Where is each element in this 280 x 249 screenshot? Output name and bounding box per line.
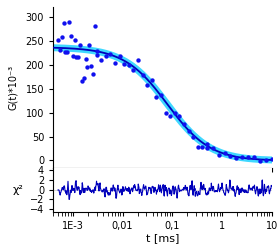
Point (61, 21, 66, 25)
Point (159, 93, 163, 97)
X-axis label: t [ms]: t [ms] (146, 234, 179, 244)
Point (228, 154, 233, 158)
Point (168, 114, 172, 118)
Point (163, 111, 168, 115)
Point (108, 52, 113, 56)
Point (72, 38, 77, 42)
Point (240, 155, 244, 159)
Point (94, 49, 99, 53)
Point (195, 145, 200, 149)
Point (76, 55, 80, 59)
Point (177, 114, 182, 118)
Point (117, 54, 122, 58)
Point (56, 38, 60, 42)
Point (258, 159, 262, 163)
Point (113, 61, 117, 65)
Point (246, 155, 250, 159)
Point (127, 63, 131, 67)
Y-axis label: G(t)*10⁻³: G(t)*10⁻³ (8, 65, 18, 110)
Point (131, 68, 136, 72)
Point (252, 155, 256, 159)
Point (122, 62, 127, 66)
Point (140, 73, 145, 77)
Point (93, 24, 97, 28)
Point (186, 129, 191, 133)
Point (222, 151, 227, 155)
Point (154, 95, 159, 99)
Point (59, 35, 64, 39)
Point (205, 146, 209, 150)
Point (67, 20, 71, 24)
Point (83, 57, 88, 61)
Point (87, 43, 92, 47)
Point (211, 146, 215, 150)
Point (104, 55, 108, 59)
Point (58, 48, 62, 52)
Point (65, 50, 69, 54)
Point (69, 34, 73, 38)
Y-axis label: χ²: χ² (13, 185, 24, 195)
Point (269, 157, 274, 161)
Point (81, 76, 86, 80)
Point (234, 156, 239, 160)
Point (216, 153, 221, 157)
Point (172, 111, 177, 115)
Point (99, 59, 104, 62)
Point (150, 78, 154, 82)
Point (91, 72, 95, 76)
Point (74, 55, 79, 59)
Point (145, 83, 150, 87)
Point (263, 158, 268, 162)
Point (63, 50, 67, 54)
Point (182, 122, 186, 126)
Point (136, 58, 140, 62)
Point (89, 63, 93, 67)
Point (94, 53, 99, 57)
Point (200, 145, 205, 149)
Point (78, 43, 82, 47)
Point (71, 55, 75, 59)
Point (80, 79, 84, 83)
Point (85, 65, 90, 69)
Point (191, 135, 195, 139)
Point (205, 142, 209, 146)
